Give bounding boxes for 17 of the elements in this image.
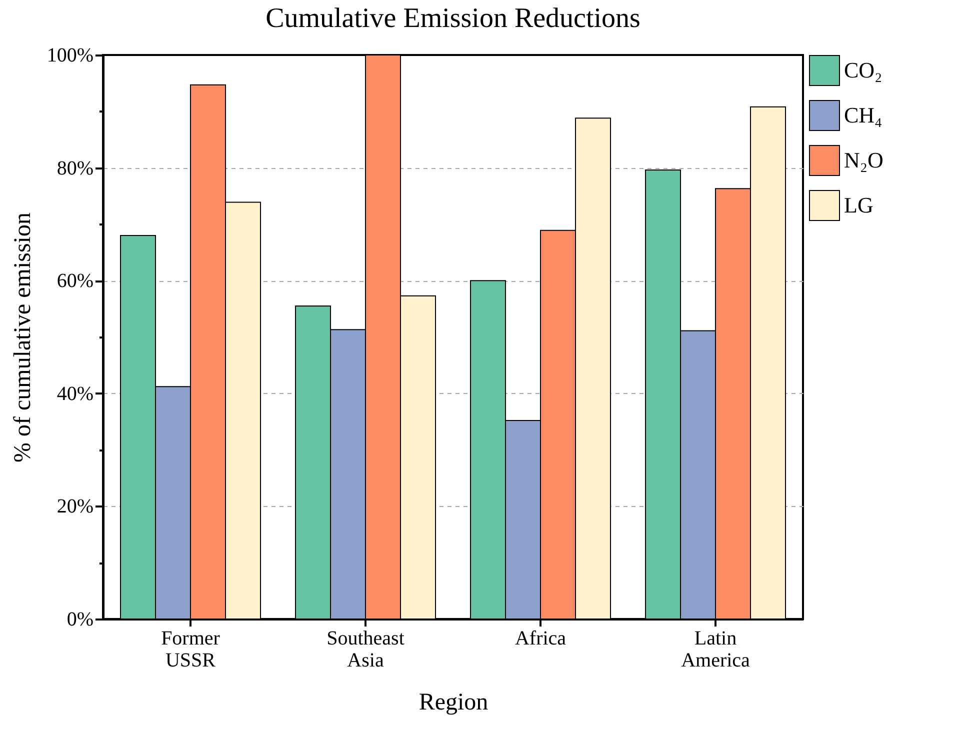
legend-label: N₂O [844,148,884,172]
y-tick-label: 60% [56,270,94,292]
x-tick-label: Southeast Asia [326,628,405,672]
y-tick-label: 100% [46,44,94,66]
legend-label: LG [844,192,874,218]
y-tick-label: 0% [66,608,94,630]
legend-label: CH₄ [844,102,882,128]
legend-label: CO₂ [844,58,882,82]
y-tick-label: 40% [56,382,94,405]
x-tick-label: Latin America [681,628,750,672]
chart-title: Cumulative Emission Reductions [266,3,640,34]
x-axis-title: Region [418,690,488,716]
x-tick-label: Africa [514,628,566,650]
x-tick-label: Former USSR [161,628,220,672]
y-axis-title: % of cumulative emission [10,212,36,462]
y-tick-label: 80% [56,157,94,180]
y-tick-label: 20% [56,496,94,518]
